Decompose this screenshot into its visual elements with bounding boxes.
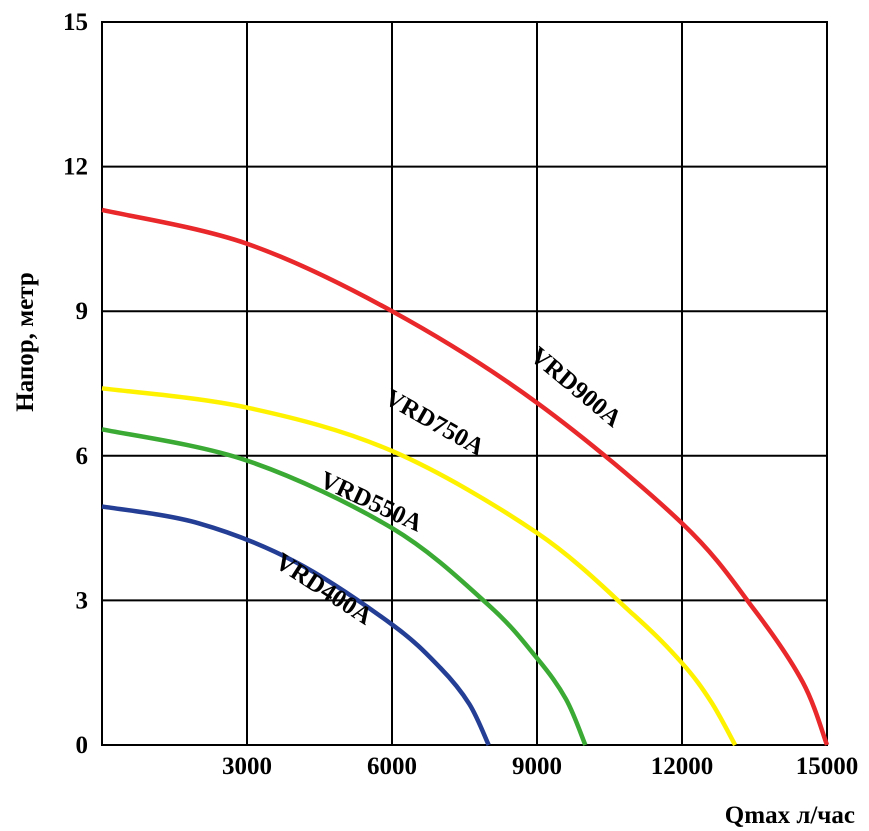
grid	[101, 21, 828, 746]
x-tick-label: 9000	[512, 753, 562, 780]
curve-vrd750a	[101, 386, 738, 747]
y-tick-label: 15	[63, 9, 88, 36]
x-tick-label: 15000	[796, 753, 859, 780]
curve-label-vrd400a: VRD400A	[270, 548, 377, 630]
x-tick-label: 3000	[222, 753, 272, 780]
curve-label-vrd550a: VRD550A	[316, 467, 427, 538]
curve-label-vrd750a: VRD750A	[380, 384, 489, 461]
y-tick-label: 0	[76, 732, 89, 759]
plot-frame	[101, 21, 828, 746]
curve-vrd550a	[101, 427, 588, 746]
tick-labels: 3000 6000 9000 12000 15000 0 3 6 9 12 15	[63, 9, 858, 780]
x-axis-label: Qmax л/час	[725, 802, 855, 829]
curve-label-vrd900a: VRD900A	[525, 342, 627, 433]
y-tick-label: 9	[76, 298, 89, 325]
x-tick-label: 6000	[367, 753, 417, 780]
y-axis-label: Напор, метр	[12, 272, 39, 412]
y-tick-label: 3	[76, 587, 89, 614]
curves	[101, 207, 830, 747]
y-tick-label: 6	[76, 443, 89, 470]
curve-vrd900a	[101, 207, 830, 746]
y-tick-label: 12	[63, 154, 88, 181]
x-tick-label: 12000	[651, 753, 714, 780]
curve-vrd400a	[101, 504, 491, 746]
